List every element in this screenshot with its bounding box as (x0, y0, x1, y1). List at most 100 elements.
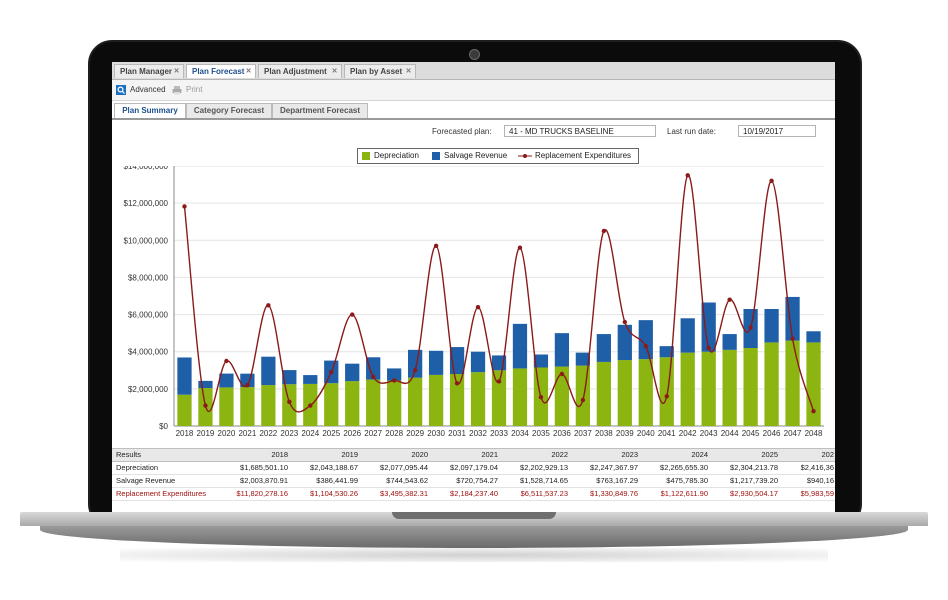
table-cell: $5,983,59 (800, 489, 834, 498)
webcam-icon (469, 49, 480, 60)
tab-category-forecast[interactable]: Category Forecast (186, 103, 272, 118)
depreciation-bar (491, 370, 507, 426)
replacement-point (706, 345, 711, 351)
replacement-point (622, 319, 628, 325)
close-icon[interactable]: ✕ (245, 68, 252, 75)
x-tick-label: 2026 (343, 429, 361, 438)
last-run-date-field[interactable]: 10/19/2017 (738, 125, 816, 137)
depreciation-bar (701, 351, 716, 426)
print-button[interactable]: Print (172, 84, 202, 96)
table-row: Depreciation $1,685,501.10 $2,043,188.67… (112, 462, 835, 475)
subtab-label: Department Forecast (279, 106, 361, 115)
salvage-bar (617, 324, 632, 361)
search-icon (116, 85, 126, 95)
year-header: 2021 (481, 450, 498, 459)
tab-plan-summary[interactable]: Plan Summary (114, 103, 186, 118)
x-tick-label: 2045 (742, 429, 760, 438)
tab-plan-forecast[interactable]: Plan Forecast ✕ (186, 64, 256, 78)
depreciation-bar (345, 381, 360, 426)
tab-label: Plan Adjustment (264, 67, 327, 76)
replacement-point (811, 408, 816, 414)
y-tick-label: $4,000,000 (128, 348, 169, 357)
x-tick-label: 2029 (406, 429, 424, 438)
x-tick-label: 2022 (259, 429, 277, 438)
table-cell: $2,097,179.04 (450, 463, 498, 472)
replacement-point (643, 343, 648, 349)
tab-plan-manager[interactable]: Plan Manager ✕ (114, 64, 184, 78)
depreciation-bar (806, 342, 821, 426)
table-row: Salvage Revenue $2,003,870.91 $386,441.9… (112, 475, 835, 488)
x-tick-label: 2021 (238, 429, 256, 438)
table-cell: $11,820,278.16 (236, 489, 288, 498)
depreciation-bar (261, 385, 276, 426)
tab-department-forecast[interactable]: Department Forecast (272, 103, 368, 118)
salvage-bar (428, 350, 444, 375)
depreciation-bar (554, 366, 570, 426)
depreciation-bar (512, 368, 528, 426)
table-cell: $2,077,095.44 (380, 463, 428, 472)
x-tick-label: 2043 (700, 429, 718, 438)
x-tick-label: 2027 (364, 429, 382, 438)
salvage-bar (345, 363, 360, 382)
table-cell: $763,167.29 (596, 476, 638, 485)
salvage-bar (554, 333, 570, 367)
year-header: 2023 (621, 450, 638, 459)
module-tab-bar: Plan Manager ✕ Plan Forecast ✕ Plan Adju… (112, 62, 835, 80)
forecast-chart: $0 $2,000,000 $4,000,000 $6,000,000 $8,000,0… (124, 166, 824, 438)
depreciation-bar (282, 384, 297, 426)
salvage-bar (806, 331, 821, 343)
legend-swatch (432, 152, 440, 160)
depreciation-bar (240, 387, 255, 426)
replacement-point (224, 358, 229, 364)
advanced-button[interactable]: Advanced (116, 84, 166, 96)
y-tick-label: $14,000,000 (124, 166, 169, 171)
depreciation-bar (680, 352, 695, 426)
chart-legend: Depreciation Salvage Revenue Replacement… (357, 148, 639, 164)
tab-plan-adjustment[interactable]: Plan Adjustment ✕ (258, 64, 342, 78)
last-run-date-label: Last run date: (667, 127, 716, 136)
replacement-point (412, 368, 418, 373)
close-icon[interactable]: ✕ (331, 68, 338, 75)
forecasted-plan-field[interactable]: 41 - MD TRUCKS BASELINE (504, 125, 656, 137)
table-cell: $940,16 (806, 476, 834, 485)
close-icon[interactable]: ✕ (405, 68, 412, 75)
table-cell: $1,217,739.20 (730, 476, 778, 485)
salvage-bar (303, 375, 318, 384)
table-cell: $1,330,849.76 (590, 489, 638, 498)
depreciation-bar (659, 357, 674, 426)
table-cell: $1,528,714.65 (520, 476, 568, 485)
year-header: 2019 (341, 450, 358, 459)
depreciation-bar (177, 394, 192, 426)
depreciation-bar (219, 387, 234, 426)
replacement-point (601, 228, 607, 234)
x-tick-label: 2025 (322, 429, 340, 438)
depreciation-bar (596, 361, 611, 426)
year-header: 2018 (271, 450, 288, 459)
replacement-point (727, 297, 732, 302)
print-label: Print (186, 85, 203, 94)
y-tick-label: $0 (159, 422, 168, 431)
year-header: 202 (821, 450, 834, 459)
salvage-bar (408, 349, 423, 378)
x-tick-label: 2040 (637, 429, 655, 438)
x-tick-label: 2023 (280, 429, 298, 438)
y-tick-label: $12,000,000 (124, 199, 169, 208)
x-tick-label: 2034 (511, 429, 529, 438)
year-header: 2020 (411, 450, 428, 459)
replacement-point (517, 245, 523, 250)
table-cell: $2,247,367.97 (590, 463, 638, 472)
table-row: Replacement Expenditures $11,820,278.16 … (112, 488, 835, 501)
salvage-bar (198, 380, 213, 389)
close-icon[interactable]: ✕ (173, 68, 180, 75)
table-cell: $3,495,382.31 (380, 489, 428, 498)
salvage-bar (533, 354, 549, 368)
y-tick-label: $6,000,000 (128, 311, 169, 320)
salvage-bar (680, 318, 695, 353)
tab-plan-by-asset[interactable]: Plan by Asset ✕ (344, 64, 416, 78)
x-tick-label: 2024 (301, 429, 319, 438)
replacement-point (475, 304, 481, 310)
replacement-point (391, 378, 397, 383)
y-tick-label: $2,000,000 (128, 385, 169, 394)
year-header: 2024 (691, 450, 708, 459)
year-header: 2025 (761, 450, 778, 459)
